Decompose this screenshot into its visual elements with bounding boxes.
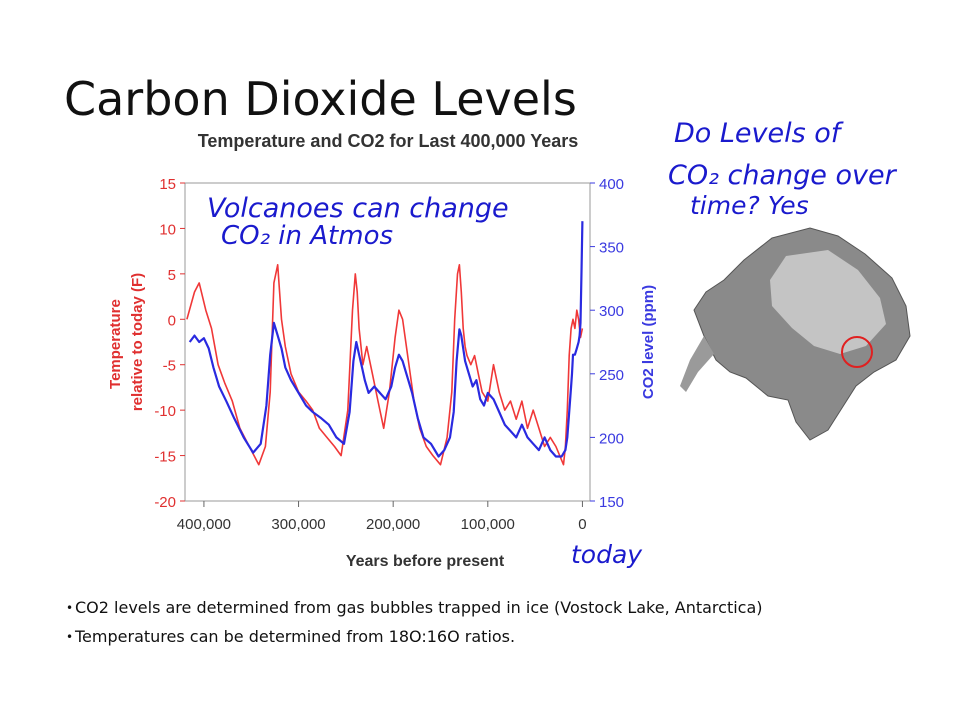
right-tick-label: 250 [599, 367, 624, 384]
bullet-list: CO2 levels are determined from gas bubbl… [66, 598, 886, 656]
volcano-note-line2: CO₂ in Atmos [221, 221, 393, 251]
x-axis: 400,000 300,000 200,000 100,000 0 [177, 501, 587, 533]
temperature-series-line [186, 264, 584, 466]
chart-title: Temperature and CO2 for Last 400,000 Yea… [198, 131, 579, 151]
vostok-lake-marker [841, 336, 873, 368]
plot-frame [184, 182, 591, 502]
right-axis-label: CO2 level (ppm) [640, 285, 657, 399]
left-tick-label: 15 [159, 176, 176, 193]
right-tick-label: 300 [599, 303, 624, 320]
left-axis-label-line2: relative to today (F) [129, 273, 146, 411]
co2-series-line [188, 221, 584, 458]
today-note: today [571, 540, 643, 569]
left-tick-label: -5 [163, 358, 176, 375]
x-tick-label: 200,000 [366, 516, 420, 533]
bullet-item: Temperatures can be determined from 18O:… [66, 627, 886, 647]
x-tick-label: 400,000 [177, 516, 231, 533]
left-tick-label: 5 [168, 267, 176, 284]
slide-title: Carbon Dioxide Levels [64, 72, 577, 126]
x-tick-label: 100,000 [461, 516, 515, 533]
x-tick-label: 300,000 [271, 516, 325, 533]
right-tick-label: 400 [599, 176, 624, 193]
left-tick-label: -15 [154, 449, 176, 466]
antarctica-highlands [770, 250, 886, 354]
right-axis: 400 350 300 250 200 150 [590, 176, 624, 511]
left-axis: 15 10 5 0 -5 -10 -15 -20 [154, 176, 185, 511]
left-tick-label: -20 [154, 494, 176, 511]
left-axis-label: Temperature relative to today (F) [107, 273, 146, 411]
x-axis-label: Years before present [346, 553, 505, 570]
x-tick-label: 0 [578, 516, 586, 533]
left-tick-label: 10 [159, 221, 176, 238]
antarctica-relief-map-icon [675, 218, 920, 460]
right-tick-label: 150 [599, 494, 624, 511]
right-tick-label: 350 [599, 240, 624, 257]
question-note-line2: CO₂ change over [668, 160, 898, 191]
right-tick-label: 200 [599, 430, 624, 447]
series-layer [186, 221, 584, 466]
bullet-item: CO2 levels are determined from gas bubbl… [66, 598, 886, 618]
antarctic-peninsula [680, 336, 714, 392]
temperature-co2-chart: Temperature and CO2 for Last 400,000 Yea… [107, 131, 657, 570]
left-tick-label: -10 [154, 403, 176, 420]
right-panel: Do Levels of CO₂ change over time? Yes [668, 118, 920, 460]
left-axis-label-line1: Temperature [107, 299, 124, 389]
question-note-line1: Do Levels of [674, 118, 844, 149]
question-note-line3: time? Yes [690, 191, 809, 220]
volcano-note-line1: Volcanoes can change [207, 193, 509, 224]
left-tick-label: 0 [168, 312, 176, 329]
